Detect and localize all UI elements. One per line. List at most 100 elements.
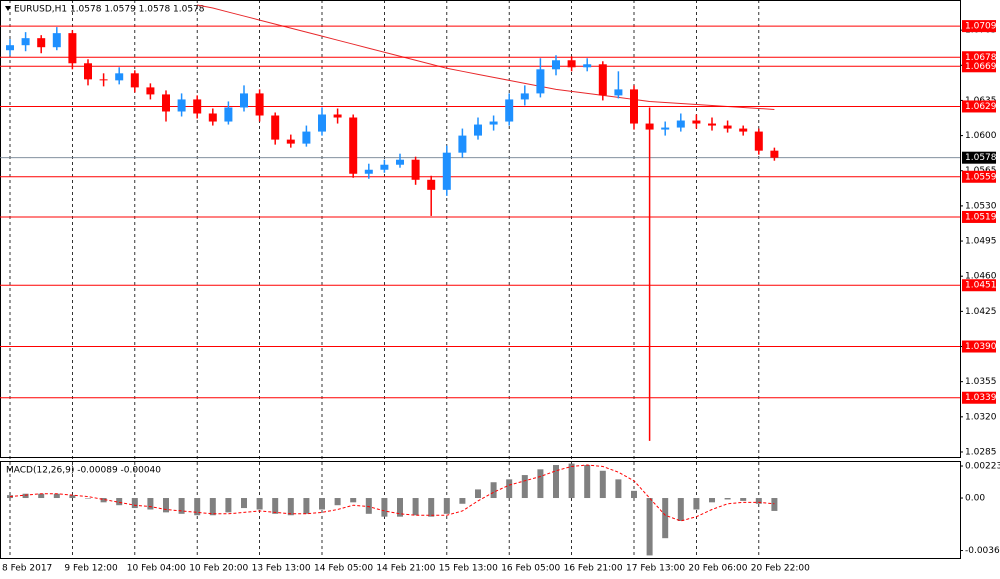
current-price-label: 1.0578 bbox=[965, 153, 997, 163]
candle-body bbox=[723, 125, 732, 129]
macd-bar bbox=[755, 498, 762, 504]
level-label-box bbox=[962, 170, 996, 183]
macd-bar bbox=[537, 469, 544, 499]
candle-body bbox=[411, 159, 420, 180]
level-label-box bbox=[962, 340, 996, 353]
macd-bar bbox=[677, 498, 684, 521]
macd-bar bbox=[693, 498, 700, 510]
candle-body bbox=[130, 73, 139, 88]
macd-bar bbox=[599, 470, 606, 499]
candle-body bbox=[271, 115, 280, 140]
level-label: 1.0709 bbox=[965, 22, 997, 32]
x-tick-label: 20 Feb 22:00 bbox=[751, 564, 810, 574]
macd-bar bbox=[147, 498, 154, 510]
macd-bar bbox=[365, 498, 372, 514]
macd-bar bbox=[53, 493, 60, 499]
y-tick-label: 1.0495 bbox=[965, 237, 997, 247]
macd-bar bbox=[100, 498, 107, 503]
macd-bar bbox=[22, 493, 29, 499]
macd-bar bbox=[334, 498, 341, 506]
macd-bar bbox=[256, 498, 263, 510]
x-tick-label: 13 Feb 13:00 bbox=[252, 564, 311, 574]
candle-body bbox=[349, 117, 358, 174]
macd-bar bbox=[662, 498, 669, 539]
candle-body bbox=[224, 107, 233, 122]
y-tick-label: 0.00223 bbox=[965, 462, 1000, 472]
macd-bar bbox=[319, 498, 325, 510]
candle-body bbox=[37, 38, 46, 48]
candle-body bbox=[458, 135, 467, 153]
price-panel-frame bbox=[0, 0, 961, 458]
x-tick-label: 14 Feb 05:00 bbox=[314, 564, 373, 574]
level-label-box bbox=[962, 279, 996, 292]
macd-bar bbox=[85, 498, 91, 499]
candle-body bbox=[146, 87, 155, 95]
level-label-box bbox=[962, 51, 996, 64]
candle-body bbox=[770, 150, 779, 158]
candle-body bbox=[520, 93, 529, 100]
y-tick-label: -0.00366 bbox=[965, 546, 1000, 556]
macd-bar bbox=[209, 498, 216, 516]
candle-body bbox=[177, 99, 186, 112]
candle-body bbox=[115, 73, 124, 81]
macd-bar bbox=[241, 498, 247, 509]
candle-body bbox=[474, 124, 482, 136]
macd-title: MACD(12,26,9) -0.00089 -0.00040 bbox=[6, 466, 161, 476]
x-tick-label: 10 Feb 04:00 bbox=[127, 564, 186, 574]
macd-bar bbox=[428, 498, 435, 517]
candle-body bbox=[505, 99, 514, 122]
macd-bar bbox=[553, 465, 559, 499]
macd-bar bbox=[381, 498, 388, 517]
level-label: 1.0629 bbox=[965, 102, 997, 112]
x-tick-label: 10 Feb 20:00 bbox=[189, 564, 248, 574]
x-tick-label: 9 Feb 12:00 bbox=[64, 564, 118, 574]
candle-body bbox=[614, 89, 623, 96]
x-tick-label: 20 Feb 06:00 bbox=[688, 564, 747, 574]
x-tick-label: 8 Feb 2017 bbox=[2, 564, 52, 574]
macd-bar bbox=[631, 490, 637, 499]
y-tick-label: 1.0460 bbox=[965, 272, 997, 282]
level-label: 1.0519 bbox=[965, 212, 997, 222]
macd-bar bbox=[724, 498, 731, 500]
candle-body bbox=[427, 179, 436, 190]
candle-body bbox=[21, 38, 30, 46]
macd-bar bbox=[771, 498, 778, 511]
candle-body bbox=[255, 93, 264, 116]
macd-bar bbox=[350, 498, 357, 503]
x-tick-label: 15 Feb 13:00 bbox=[439, 564, 498, 574]
candle-body bbox=[193, 99, 202, 114]
macd-bar bbox=[584, 465, 591, 499]
macd-panel-frame bbox=[0, 461, 961, 559]
candle-body bbox=[240, 93, 248, 108]
candle-body bbox=[567, 60, 576, 68]
y-tick-label: 1.0320 bbox=[965, 412, 997, 422]
candle-body bbox=[754, 131, 763, 151]
macd-bar bbox=[615, 479, 622, 499]
level-label-box bbox=[962, 210, 996, 223]
macd-bar bbox=[443, 498, 450, 514]
candle-body bbox=[598, 64, 607, 96]
moving-average bbox=[197, 4, 775, 110]
y-tick-label: 1.0600 bbox=[965, 131, 997, 141]
macd-bar bbox=[459, 498, 466, 504]
level-label-box bbox=[962, 100, 996, 113]
macd-bar bbox=[521, 475, 528, 499]
macd-bar bbox=[475, 489, 481, 499]
macd-bar bbox=[69, 495, 76, 499]
level-label: 1.0390 bbox=[965, 342, 997, 352]
candle-body bbox=[302, 131, 311, 144]
candle-body bbox=[442, 152, 451, 190]
macd-bar bbox=[303, 498, 310, 514]
macd-bar bbox=[38, 493, 45, 499]
macd-bar bbox=[116, 498, 123, 506]
menu-arrow[interactable] bbox=[5, 6, 11, 11]
macd-bar bbox=[163, 498, 169, 513]
macd-bar bbox=[397, 498, 403, 517]
candle-body bbox=[52, 33, 61, 48]
candle-body bbox=[583, 64, 592, 68]
candle-body bbox=[661, 127, 670, 130]
candle-body bbox=[645, 123, 654, 130]
signal-line bbox=[9, 464, 775, 522]
